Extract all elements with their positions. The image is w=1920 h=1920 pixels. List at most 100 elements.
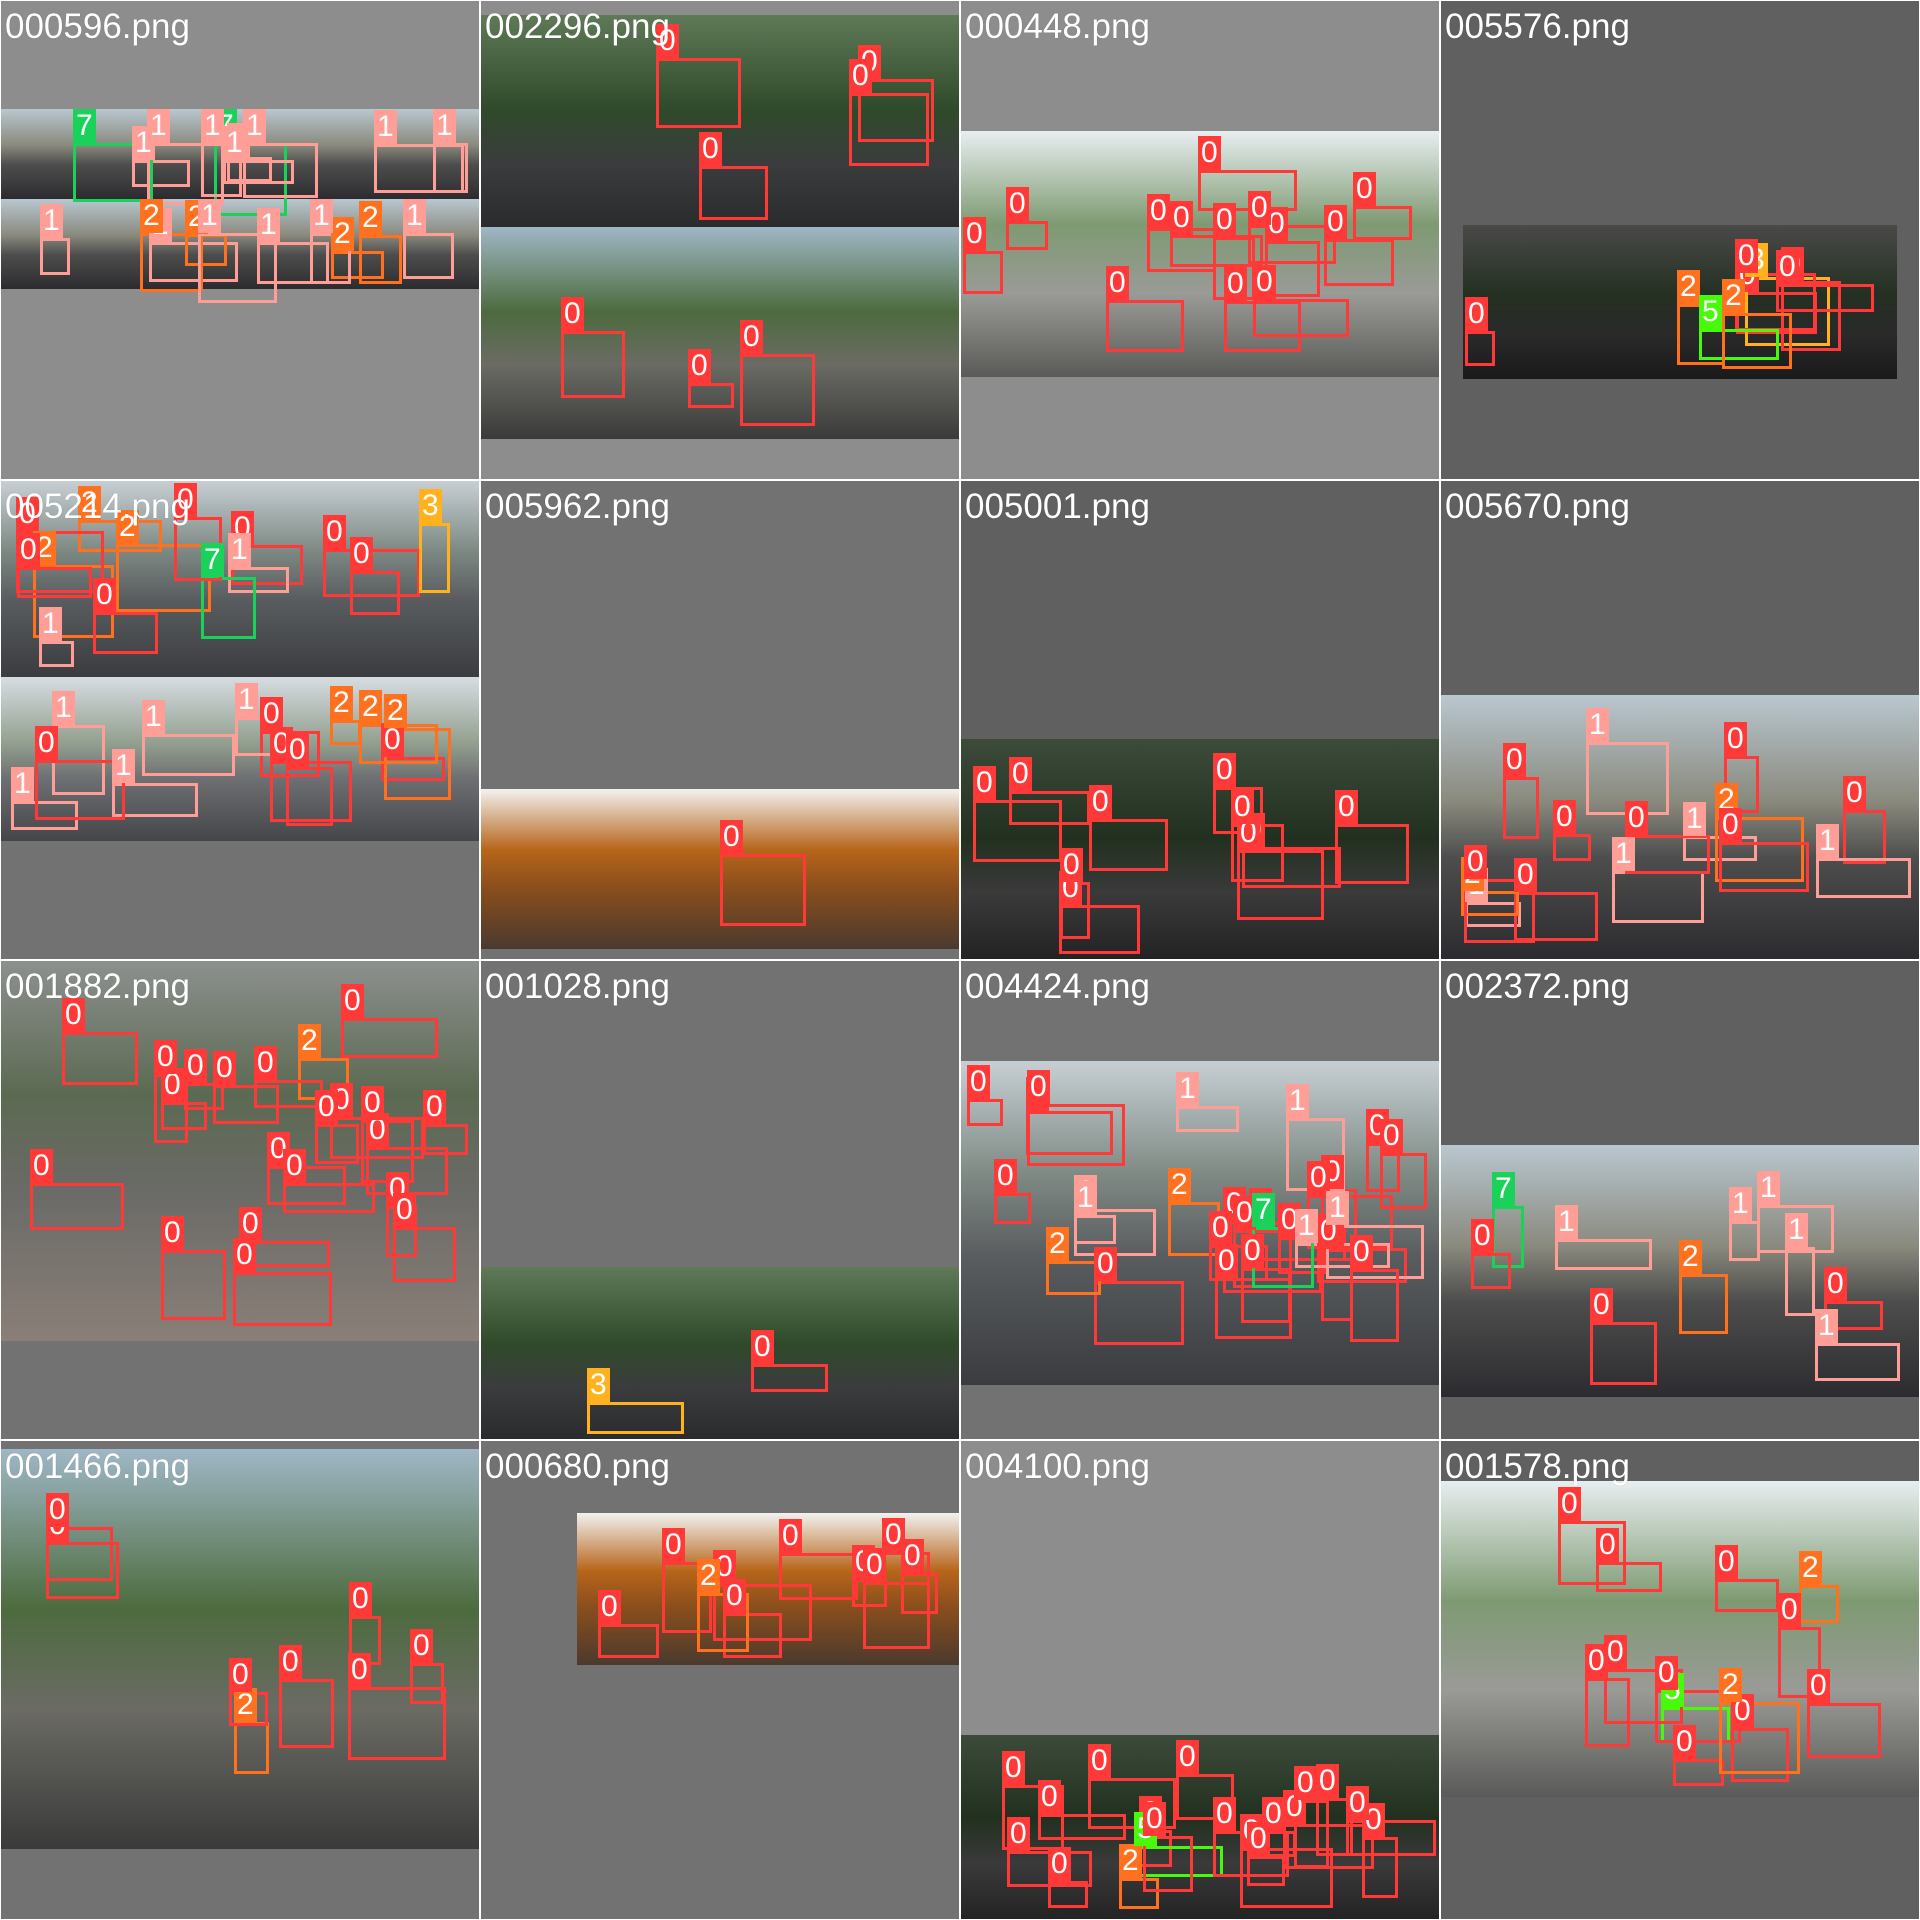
bounding-box	[1722, 313, 1792, 369]
class-label: 1	[1757, 1171, 1780, 1205]
bounding-box	[1715, 817, 1804, 882]
class-label: 1	[1176, 1072, 1199, 1106]
bounding-box	[858, 79, 934, 142]
bounding-box	[1002, 1785, 1064, 1850]
class-label: 0	[561, 297, 584, 331]
mosaic-tile: 111120000000201005670.png	[1441, 481, 1919, 959]
bounding-box	[1778, 1627, 1821, 1698]
class-label: 0	[1316, 1764, 1339, 1798]
class-label: 1	[1555, 1205, 1578, 1239]
bounding-box	[1224, 301, 1301, 352]
class-label: 2	[298, 1024, 321, 1058]
bounding-box	[254, 1080, 323, 1108]
class-label: 0	[1241, 1234, 1264, 1268]
mosaic-tile: 0000000000005001.png	[961, 481, 1439, 959]
bounding-box	[1346, 1820, 1436, 1856]
class-label: 1	[1295, 1209, 1318, 1243]
class-label: 1	[433, 109, 456, 143]
mosaic-tile: 0 005962.png	[481, 481, 959, 959]
class-label: 0	[233, 1238, 256, 1272]
tile-filename: 005001.png	[965, 487, 1150, 526]
bounding-box	[1143, 1836, 1193, 1892]
training-image-patch	[481, 227, 959, 439]
bounding-box	[1027, 1104, 1125, 1166]
class-label: 0	[1824, 1267, 1847, 1301]
class-label: 1	[1074, 1181, 1097, 1215]
mosaic-tile: 71121111127112111112000596.png	[1, 1, 479, 479]
training-image-patch	[961, 739, 1439, 959]
mosaic-tile: 7 1 1 1 2 1 1 0 0 0 002372.png	[1441, 961, 1919, 1439]
class-label: 1	[142, 700, 165, 734]
class-label: 0	[283, 1149, 306, 1183]
bounding-box	[901, 1573, 938, 1614]
bounding-box	[1585, 1678, 1630, 1747]
bounding-box	[1715, 1579, 1779, 1612]
class-label: 0	[720, 820, 743, 854]
class-label: 1	[243, 109, 266, 143]
class-label: 2	[1799, 1551, 1822, 1585]
bounding-box	[1248, 225, 1336, 264]
bounding-box	[40, 238, 70, 275]
bounding-box	[350, 571, 400, 615]
tile-filename: 005670.png	[1445, 487, 1630, 526]
mosaic-tile: 2 0 0 0 0 0 0 2 1 1 2 1 2 1 1 1 3 1 7 2 0 2 0 0 0 0 0 005214.png	[1, 481, 479, 959]
class-label: 1	[223, 126, 246, 160]
class-label: 7	[73, 109, 96, 143]
class-label: 0	[849, 59, 872, 93]
class-label: 0	[1237, 816, 1260, 850]
class-label: 0	[348, 1653, 371, 1687]
class-label: 2	[116, 510, 139, 544]
class-label: 3	[587, 1368, 610, 1402]
class-label: 0	[1209, 1211, 1232, 1245]
training-image-patch	[961, 1061, 1439, 1385]
class-label: 0	[1558, 1487, 1581, 1521]
class-label: 0	[184, 1049, 207, 1083]
class-label: 1	[257, 208, 280, 242]
mosaic-tile: 0 0 0 0 0 0 0 0 0 0 0 0 0 000448.png	[961, 1, 1439, 479]
tile-filename: 000448.png	[965, 7, 1150, 46]
tile-filename: 001882.png	[5, 967, 190, 1006]
bounding-box	[1198, 170, 1297, 211]
bounding-box	[598, 1624, 659, 1658]
class-label: 0	[1009, 757, 1032, 791]
bounding-box	[1464, 879, 1535, 943]
class-label: 0	[1294, 1766, 1317, 1800]
bounding-box	[233, 1272, 332, 1326]
class-label: 0	[1464, 845, 1487, 879]
bounding-box	[1353, 206, 1412, 240]
bounding-box	[62, 1032, 138, 1085]
class-label: 0	[1224, 267, 1247, 301]
class-label: 1	[1729, 1187, 1752, 1221]
bounding-box	[315, 1124, 359, 1164]
class-label: 0	[699, 132, 722, 166]
bounding-box	[270, 761, 352, 822]
class-label: 0	[1213, 203, 1236, 237]
class-label: 2	[1046, 1227, 1069, 1261]
bounding-box	[1679, 1274, 1728, 1334]
bounding-box	[348, 1687, 446, 1760]
bounding-box	[1719, 842, 1809, 892]
class-label: 0	[1089, 785, 1112, 819]
class-label: 0	[1625, 801, 1648, 835]
class-label: 0	[882, 1518, 905, 1552]
class-label: 0	[1038, 1780, 1061, 1814]
bounding-box	[310, 233, 351, 284]
class-label: 0	[901, 1539, 924, 1573]
class-label: 0	[410, 1629, 433, 1663]
class-label: 0	[350, 537, 373, 571]
class-label: 0	[260, 697, 283, 731]
bounding-box	[234, 1722, 269, 1774]
class-label: 0	[1007, 1817, 1030, 1851]
bounding-box	[1006, 221, 1048, 250]
class-label: 0	[1465, 297, 1488, 331]
class-label: 2	[359, 690, 382, 724]
class-label: 0	[46, 1493, 69, 1527]
class-label: 2	[78, 486, 101, 520]
class-label: 1	[235, 683, 258, 717]
class-label: 0	[1731, 1694, 1754, 1728]
bounding-box	[1294, 1800, 1329, 1868]
class-label: 0	[751, 1330, 774, 1364]
bounding-box	[723, 1613, 782, 1658]
class-label: 5	[1699, 295, 1722, 329]
tile-filename: 000680.png	[485, 1447, 670, 1486]
